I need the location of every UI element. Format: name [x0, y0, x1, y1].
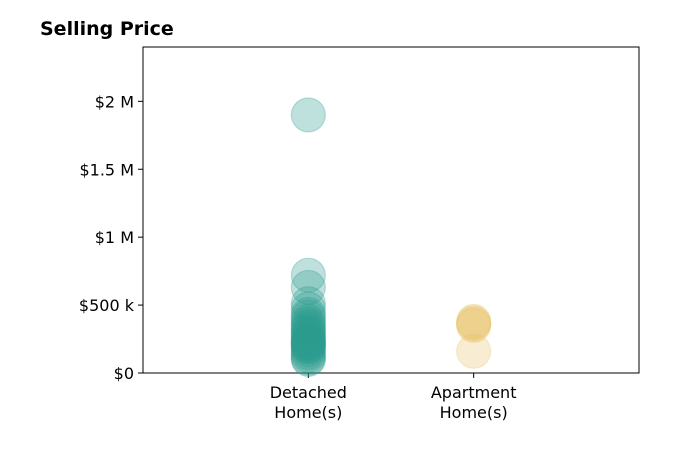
scatter-point [290, 296, 326, 333]
scatter-point [290, 340, 326, 376]
x-tick-label: Detached [270, 383, 347, 402]
scatter-point [290, 269, 326, 306]
scatter-point [290, 335, 326, 371]
x-tick-label: Home(s) [440, 403, 508, 422]
scatter-point [290, 325, 326, 361]
y-tick-label: $1.5 M [79, 160, 134, 179]
scatter-point [290, 328, 326, 364]
scatter-point [290, 332, 326, 368]
scatter-point [290, 318, 326, 354]
scatter-point [290, 291, 326, 327]
data-points [290, 97, 492, 378]
scatter-point [290, 257, 326, 293]
scatter-point [456, 303, 492, 339]
scatter-point [290, 299, 326, 335]
scatter-point [290, 337, 326, 373]
scatter-point [290, 311, 326, 348]
y-tick-label: $500 k [79, 296, 135, 315]
scatter-point [290, 286, 326, 322]
scatter-point [290, 341, 326, 378]
y-axis: $0 $500 k $1 M $1.5 M $2 M [79, 92, 143, 383]
scatter-point [456, 307, 492, 344]
scatter-point [290, 321, 326, 357]
scatter-point [456, 333, 492, 369]
x-tick-label: Home(s) [274, 403, 342, 422]
scatter-point [290, 324, 326, 360]
x-tick-label: Apartment [431, 383, 517, 402]
y-tick-label: $2 M [95, 92, 134, 111]
chart-title: Selling Price [40, 18, 174, 40]
y-tick-label: $1 M [95, 228, 134, 247]
scatter-point [290, 303, 326, 339]
scatter-point [456, 306, 492, 342]
scatter-point [290, 326, 326, 363]
scatter-point [290, 314, 326, 350]
scatter-point [290, 329, 326, 365]
scatter-point [290, 306, 326, 342]
scatter-point [290, 316, 326, 352]
y-tick-label: $0 [114, 364, 134, 383]
scatter-point [456, 305, 492, 341]
scatter-point [290, 309, 326, 345]
scatter-point [290, 322, 326, 358]
scatter-point [290, 97, 326, 133]
plot-frame [142, 46, 640, 374]
